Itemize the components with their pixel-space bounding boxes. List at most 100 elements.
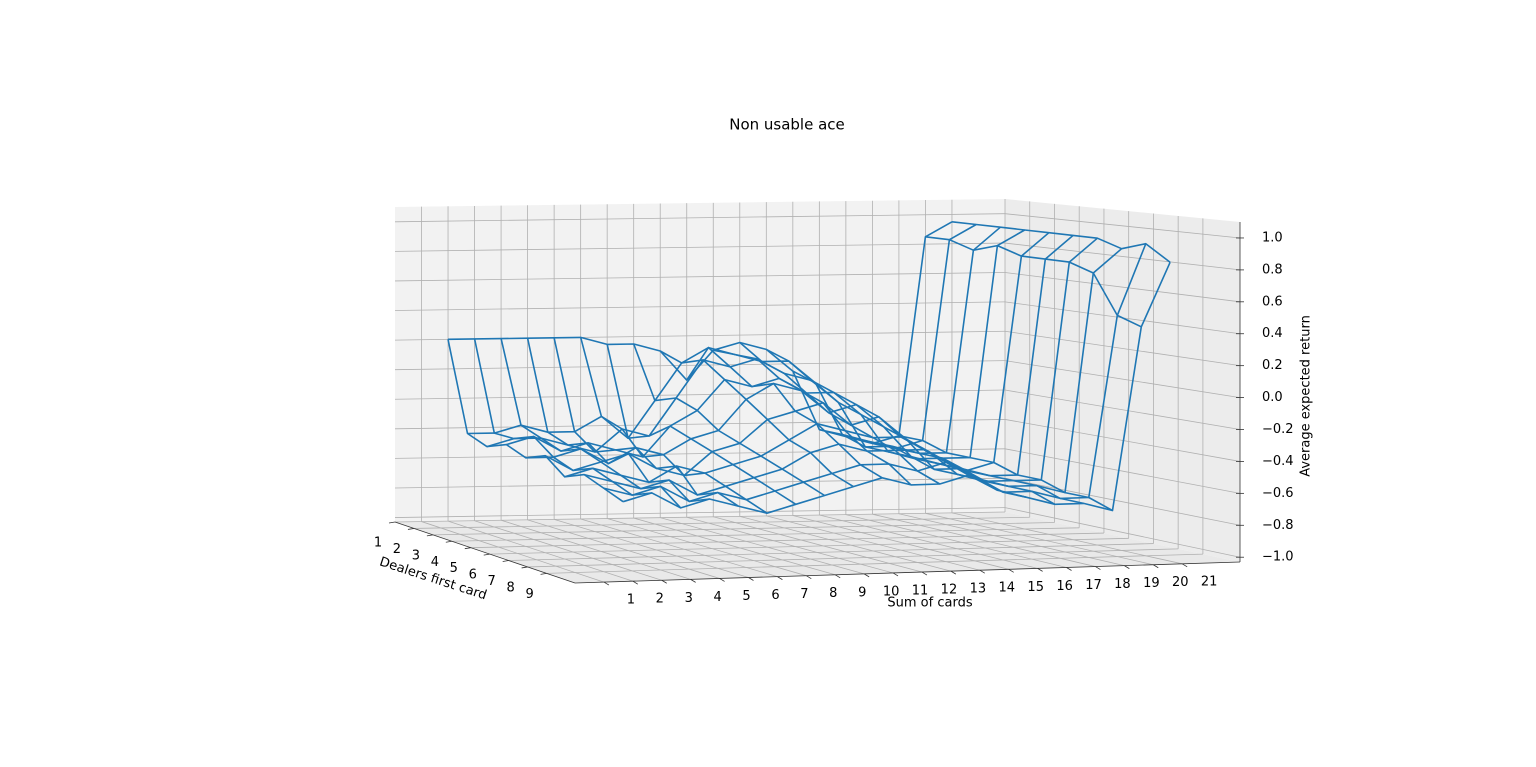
grid-line: [470, 532, 1104, 549]
x-tick-label: 11: [912, 583, 929, 598]
z-tick-label: 0.6: [1262, 294, 1283, 309]
grid-line: [554, 519, 749, 578]
y-tick-label: 1: [374, 536, 382, 551]
wire-column: [925, 236, 1142, 328]
grid-line: [394, 419, 1006, 430]
axis-line: [574, 561, 1241, 584]
x-tick: [950, 570, 957, 575]
z-tick-label: −0.6: [1262, 486, 1294, 501]
grid-line: [1004, 242, 1241, 271]
x-tick-label: 6: [771, 588, 779, 603]
wire-column: [792, 370, 998, 491]
z-tick-label: −0.8: [1262, 518, 1294, 533]
x-tick: [1181, 563, 1188, 568]
x-tick: [1066, 567, 1072, 571]
x-tick-label: 5: [742, 589, 750, 604]
z-tick-label: 0.2: [1262, 358, 1283, 373]
wire-column: [606, 344, 797, 505]
z-tick-label: −0.4: [1262, 454, 1294, 469]
wire-column: [872, 442, 1084, 505]
grid-line: [925, 512, 1154, 566]
x-tick-label: 2: [656, 592, 664, 607]
grid-line: [451, 527, 1080, 542]
x-tick: [921, 571, 928, 576]
wire-column: [526, 338, 710, 503]
grid-line: [421, 521, 605, 583]
x-tick: [835, 574, 841, 579]
grid-line: [1004, 389, 1241, 430]
z-axis-label: Average expected return: [1299, 315, 1314, 477]
chart-title: Non usable ace: [729, 116, 845, 134]
grid-line: [713, 516, 923, 573]
y-tick: [464, 547, 471, 550]
grid-line: [527, 519, 720, 579]
y-tick: [445, 540, 452, 543]
y-tick: [407, 528, 415, 530]
x-tick-label: 15: [1027, 580, 1044, 595]
grid-line: [898, 513, 1125, 567]
side-pane: [1005, 199, 1240, 562]
x-tick: [892, 572, 899, 577]
x-tick-label: 14: [999, 581, 1016, 596]
grid-line: [447, 520, 633, 582]
x-tick: [806, 575, 812, 580]
wire-column: [686, 346, 883, 479]
grid-line: [819, 514, 1038, 569]
grid-line: [633, 517, 836, 576]
grid-line: [1004, 360, 1241, 398]
wire-column: [447, 339, 624, 503]
grid-line: [394, 507, 1006, 518]
wire-column: [659, 350, 854, 488]
grid-line: [508, 543, 1154, 561]
y-tick: [502, 560, 509, 562]
wire-row: [584, 248, 1123, 496]
x-tick: [979, 569, 985, 574]
grid-line: [580, 518, 778, 577]
x-tick: [1008, 568, 1014, 573]
wire-column: [845, 435, 1056, 505]
x-tick: [1153, 564, 1159, 569]
grid-line: [546, 553, 1203, 574]
wire-column: [579, 337, 768, 514]
wire-row: [622, 261, 1171, 515]
grid-line: [394, 389, 1006, 400]
y-tick-label: 9: [525, 587, 533, 602]
y-tick: [388, 521, 396, 524]
x-tick-label: 8: [829, 586, 837, 601]
grid-line: [792, 515, 1009, 570]
x-tick-label: 17: [1085, 578, 1102, 593]
wire-column: [739, 341, 941, 485]
y-tick: [521, 566, 528, 569]
grid-line: [489, 537, 1129, 555]
x-tick-label: 21: [1201, 574, 1218, 589]
x-tick: [748, 577, 754, 581]
grid-line: [1004, 272, 1241, 303]
x-tick-label: 19: [1143, 576, 1160, 591]
grid-line: [394, 213, 1006, 223]
grid-line: [1004, 213, 1241, 239]
y-tick-label: 5: [450, 561, 458, 576]
z-tick-label: 1.0: [1262, 230, 1283, 245]
x-tick-label: 9: [858, 585, 866, 600]
y-tick: [426, 534, 433, 537]
grid-line: [845, 514, 1067, 568]
wire-column: [898, 435, 1113, 512]
grid-line: [394, 511, 1006, 523]
y-tick-label: 4: [431, 555, 439, 570]
z-tick-label: 0.8: [1262, 262, 1283, 277]
y-tick-label: 8: [506, 580, 514, 595]
y-tick-label: 2: [393, 542, 401, 557]
grid-line: [527, 548, 1179, 568]
grid-line: [474, 520, 662, 581]
x-tick-label: 13: [970, 582, 987, 597]
x-tick: [603, 581, 610, 586]
wire-column: [951, 221, 1171, 263]
grid-line: [394, 272, 1006, 282]
z-tick-label: −1.0: [1262, 550, 1294, 565]
z-tick-label: 0.0: [1262, 390, 1283, 405]
x-tick-label: 3: [685, 591, 693, 606]
x-tick-label: 20: [1172, 575, 1189, 590]
grid-line: [1004, 419, 1241, 462]
wire-column: [713, 349, 912, 486]
x-tick-label: 7: [800, 587, 808, 602]
